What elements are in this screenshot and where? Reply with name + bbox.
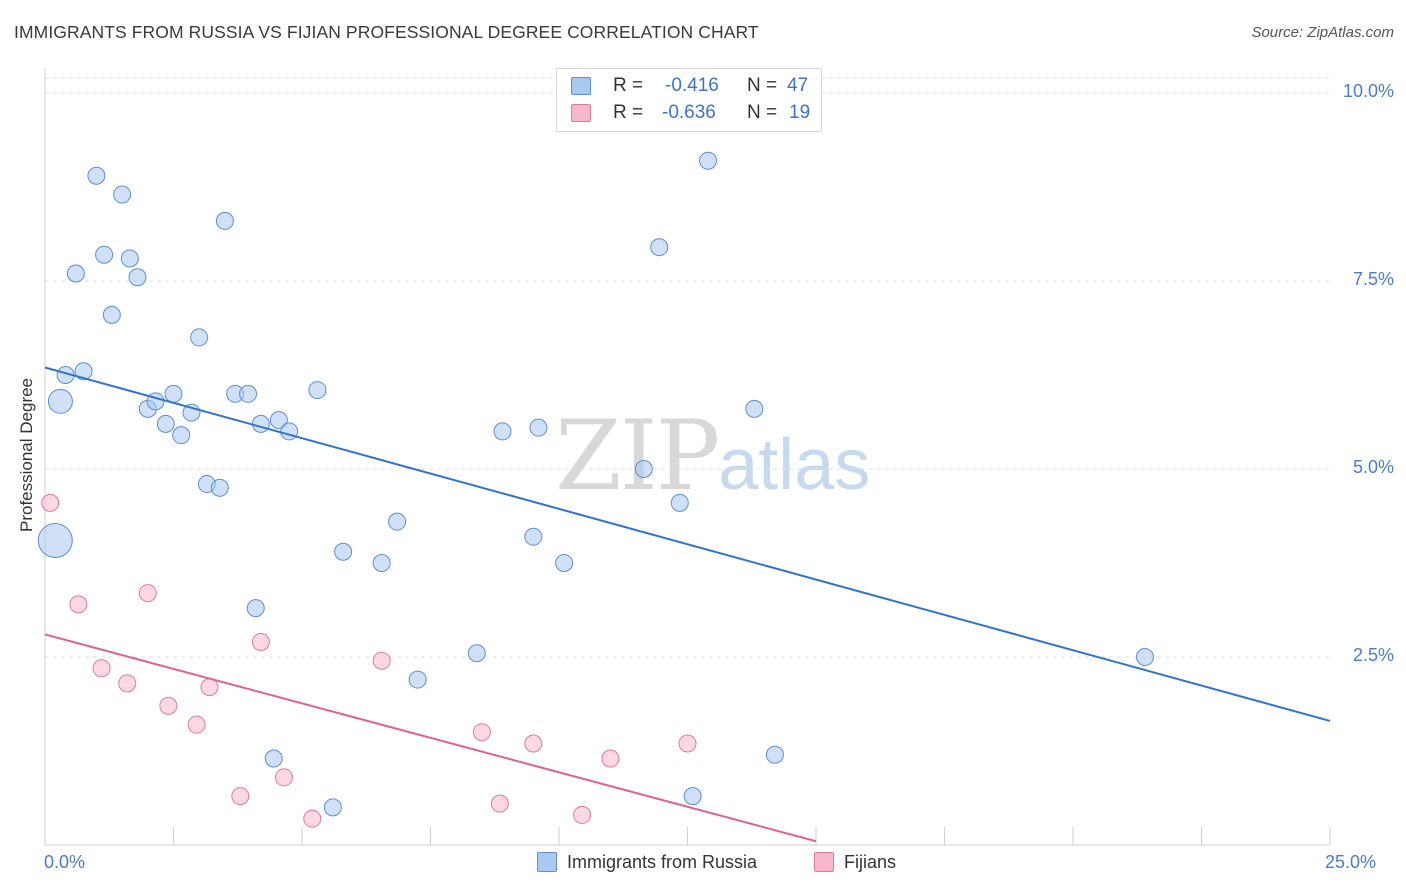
- data-point-russia: [765, 745, 784, 764]
- data-point-russia: [372, 554, 391, 573]
- data-point-russia: [493, 422, 512, 441]
- legend-swatch-russia: [571, 77, 591, 95]
- data-point-russia: [246, 599, 265, 618]
- data-point-russia: [269, 411, 288, 430]
- legend-n-value: 47: [787, 75, 809, 96]
- bottom-legend-label-fijians: Fijians: [844, 852, 897, 872]
- data-point-russia: [745, 399, 764, 418]
- data-point-russia: [113, 185, 132, 204]
- chart-title: IMMIGRANTS FROM RUSSIA VS FIJIAN PROFESS…: [14, 22, 759, 42]
- data-point-russia: [650, 238, 669, 257]
- data-point-russia: [683, 787, 702, 806]
- source-label: Source: ZipAtlas.com: [1251, 24, 1394, 41]
- data-point-russia: [251, 414, 270, 433]
- bottom-legend-russia: Immigrants from Russia: [537, 852, 757, 873]
- legend-r-value: -0.636: [662, 102, 716, 123]
- bottom-legend-fijians: Fijians: [814, 852, 896, 873]
- data-point-russia: [210, 478, 229, 497]
- data-point-russia: [95, 245, 114, 264]
- trend-line-russia: [44, 366, 1331, 722]
- data-point-fijians: [678, 734, 697, 753]
- data-point-russia: [164, 384, 183, 403]
- legend-r-label: R =: [613, 75, 644, 96]
- data-point-fijians: [92, 659, 111, 678]
- data-point-russia: [408, 670, 427, 689]
- watermark: ZIPatlas: [555, 400, 870, 512]
- data-point-russia: [172, 426, 191, 445]
- legend-r-label: R =: [613, 102, 644, 123]
- legend-n-value: 19: [789, 102, 811, 123]
- data-point-russia: [128, 268, 147, 287]
- y-tick-label: 10.0%: [1342, 81, 1394, 102]
- data-point-russia: [699, 151, 718, 170]
- legend-n-label: N =: [747, 75, 778, 96]
- data-point-russia: [120, 249, 139, 268]
- data-point-fijians: [231, 787, 250, 806]
- data-point-russia: [1135, 648, 1154, 667]
- data-point-fijians: [138, 584, 157, 603]
- data-point-fijians: [118, 674, 137, 693]
- data-point-russia: [74, 362, 93, 381]
- bottom-legend-swatch-russia: [537, 852, 557, 872]
- data-point-fijians: [601, 749, 620, 768]
- data-point-fijians: [490, 794, 509, 813]
- data-point-russia: [190, 328, 209, 347]
- y-tick-label: 5.0%: [1352, 457, 1394, 478]
- legend-swatch-fijians: [571, 104, 591, 122]
- data-point-russia: [529, 418, 548, 437]
- data-point-fijians: [41, 493, 60, 512]
- data-point-russia: [334, 542, 353, 561]
- data-point-russia: [467, 644, 486, 663]
- watermark-atlas: atlas: [718, 425, 871, 505]
- data-point-fijians: [275, 768, 294, 787]
- data-point-russia: [388, 512, 407, 531]
- data-point-russia: [555, 554, 574, 573]
- trend-line-fijians: [44, 633, 817, 843]
- data-point-russia: [37, 522, 73, 558]
- data-point-russia: [47, 388, 73, 414]
- data-point-fijians: [524, 734, 543, 753]
- bottom-legend-swatch-fijians: [814, 852, 834, 872]
- data-point-russia: [156, 414, 175, 433]
- watermark-zip: ZIP: [555, 400, 720, 512]
- x-tick-label-max: 25.0%: [1325, 852, 1377, 872]
- data-point-russia: [524, 527, 543, 546]
- data-point-russia: [280, 422, 299, 441]
- data-point-fijians: [187, 715, 206, 734]
- y-tick-label: 2.5%: [1352, 645, 1394, 665]
- bottom-legend-label-russia: Immigrants from Russia: [567, 852, 758, 872]
- data-point-fijians: [303, 809, 322, 828]
- data-point-russia: [634, 460, 653, 479]
- data-point-russia: [87, 166, 106, 185]
- data-point-fijians: [372, 651, 391, 670]
- data-point-russia: [264, 749, 283, 768]
- data-point-russia: [66, 264, 85, 283]
- correlation-legend: R = -0.416 N = 47 R = -0.636 N = 19: [556, 68, 822, 132]
- legend-r-value: -0.416: [665, 75, 719, 96]
- data-point-russia: [215, 211, 234, 230]
- legend-n-label: N =: [747, 102, 778, 123]
- x-tick-label-min: 0.0%: [44, 852, 86, 872]
- y-tick-label: 7.5%: [1352, 269, 1394, 290]
- data-point-russia: [670, 493, 689, 512]
- data-point-fijians: [573, 805, 592, 824]
- data-point-russia: [239, 384, 258, 403]
- data-point-russia: [102, 305, 121, 324]
- data-point-fijians: [251, 632, 270, 651]
- data-point-fijians: [69, 595, 88, 614]
- data-point-fijians: [159, 696, 178, 715]
- data-point-fijians: [472, 723, 491, 742]
- data-point-russia: [308, 381, 327, 400]
- data-point-russia: [323, 798, 342, 817]
